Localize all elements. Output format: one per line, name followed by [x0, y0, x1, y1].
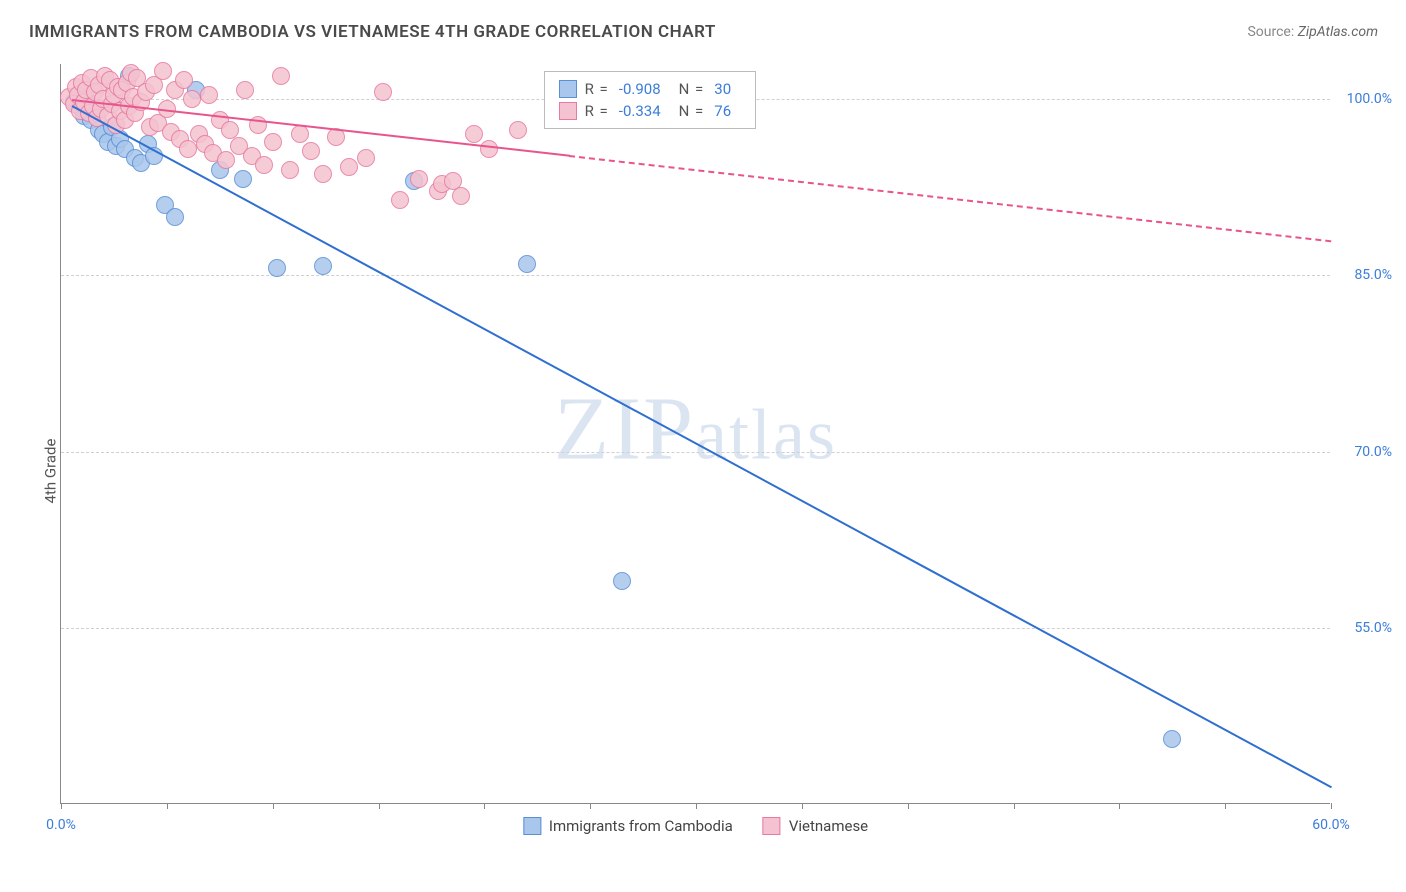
x-tick-mark [273, 803, 274, 809]
legend-label: Vietnamese [789, 817, 868, 835]
legend-swatch [559, 80, 577, 98]
r-value: -0.334 [619, 102, 661, 120]
stats-legend: R = -0.908 N = 30 R = -0.334 N = 76 [544, 71, 757, 129]
legend-swatch [559, 102, 577, 120]
x-tick-mark [61, 803, 62, 809]
data-point [391, 191, 409, 209]
x-tick-mark [908, 803, 909, 809]
data-point [236, 81, 254, 99]
data-point [374, 83, 392, 101]
data-point [268, 259, 286, 277]
x-tick-mark [1331, 803, 1332, 809]
y-tick-label: 100.0% [1337, 91, 1392, 107]
x-tick-label: 0.0% [46, 817, 76, 833]
x-tick-mark [802, 803, 803, 809]
watermark: ZIPatlas [554, 377, 837, 480]
gridline [61, 275, 1330, 276]
x-tick-mark [1119, 803, 1120, 809]
data-point [340, 158, 358, 176]
r-value: -0.908 [619, 80, 661, 98]
y-tick-label: 70.0% [1337, 444, 1392, 460]
data-point [234, 170, 252, 188]
data-point [175, 71, 193, 89]
data-point [221, 121, 239, 139]
n-label: N = [679, 102, 705, 120]
data-point [410, 170, 428, 188]
legend-row: R = -0.908 N = 30 [559, 78, 742, 100]
x-tick-mark [696, 803, 697, 809]
gridline [61, 628, 1330, 629]
gridline [61, 452, 1330, 453]
data-point [480, 140, 498, 158]
legend-item: Vietnamese [763, 817, 868, 835]
data-point [509, 121, 527, 139]
r-label: R = [585, 80, 609, 98]
trend-line [569, 155, 1331, 242]
x-tick-mark [1225, 803, 1226, 809]
y-tick-label: 85.0% [1337, 267, 1392, 283]
data-point [314, 165, 332, 183]
data-point [183, 90, 201, 108]
data-point [154, 62, 172, 80]
x-tick-mark [1014, 803, 1015, 809]
data-point [314, 257, 332, 275]
plot-area: ZIPatlas 55.0%70.0%85.0%100.0%0.0%60.0%R… [60, 64, 1330, 804]
n-label: N = [679, 80, 705, 98]
data-point [444, 172, 462, 190]
data-point [302, 142, 320, 160]
x-tick-mark [590, 803, 591, 809]
data-point [281, 161, 299, 179]
source-label: Source: [1247, 24, 1294, 40]
data-point [166, 208, 184, 226]
r-label: R = [585, 102, 609, 120]
y-axis-label: 4th Grade [41, 439, 59, 504]
chart-container: 4th Grade ZIPatlas 55.0%70.0%85.0%100.0%… [0, 50, 1406, 892]
data-point [357, 149, 375, 167]
data-point [291, 125, 309, 143]
x-tick-mark [379, 803, 380, 809]
data-point [264, 133, 282, 151]
x-tick-mark [167, 803, 168, 809]
data-point [200, 86, 218, 104]
data-point [465, 125, 483, 143]
data-point [518, 255, 536, 273]
x-tick-mark [484, 803, 485, 809]
data-point [1163, 730, 1181, 748]
legend-swatch [763, 817, 781, 835]
source-value: ZipAtlas.com [1298, 24, 1378, 40]
x-tick-label: 60.0% [1312, 817, 1350, 833]
series-legend: Immigrants from Cambodia Vietnamese [523, 817, 868, 835]
legend-swatch [523, 817, 541, 835]
data-point [217, 151, 235, 169]
legend-label: Immigrants from Cambodia [549, 817, 733, 835]
data-point [272, 67, 290, 85]
y-tick-label: 55.0% [1337, 620, 1392, 636]
trend-line [71, 105, 1331, 788]
n-value: 76 [714, 102, 731, 120]
source-attribution: Source: ZipAtlas.com [1247, 24, 1378, 40]
n-value: 30 [714, 80, 731, 98]
legend-row: R = -0.334 N = 76 [559, 100, 742, 122]
chart-title: IMMIGRANTS FROM CAMBODIA VS VIETNAMESE 4… [29, 22, 716, 42]
legend-item: Immigrants from Cambodia [523, 817, 733, 835]
data-point [613, 572, 631, 590]
data-point [255, 156, 273, 174]
